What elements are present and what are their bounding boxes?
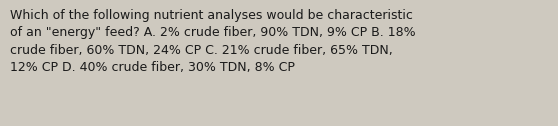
Text: Which of the following nutrient analyses would be characteristic
of an "energy" : Which of the following nutrient analyses… [10,9,416,74]
